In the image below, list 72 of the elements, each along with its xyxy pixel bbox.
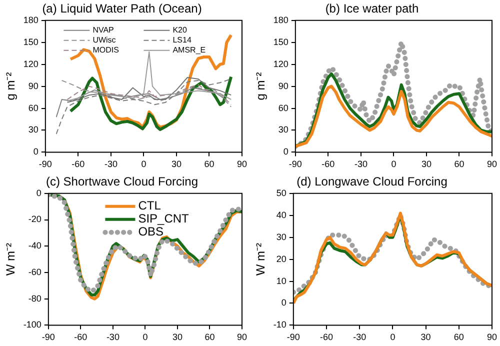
legend-label: OBS — [138, 224, 164, 239]
x-tick-label: 60 — [204, 159, 214, 170]
chart-title: (d) Longwave Cloud Forcing — [296, 174, 448, 189]
y-tick-label: 180 — [23, 14, 38, 25]
y-tick-label: 30 — [28, 124, 38, 135]
x-tick-label: -30 — [106, 332, 120, 342]
chart-title: (b) Ice water path — [325, 2, 419, 16]
legend-label: LS14 — [172, 36, 192, 45]
y-tick-label: 0 — [33, 146, 38, 157]
x-tick-label: 0 — [390, 332, 396, 342]
y-tick-label: 40 — [276, 210, 286, 220]
y-tick-label: 0 — [283, 146, 288, 157]
y-axis-title: W m⁻² — [4, 242, 18, 276]
x-tick-label: -90 — [38, 159, 52, 170]
x-tick-label: 90 — [486, 332, 497, 342]
chart-title: (a) Liquid Water Path (Ocean) — [42, 2, 202, 16]
y-tick-label: 0 — [36, 188, 42, 198]
y-tick-label: -40 — [28, 240, 42, 251]
legend-label: K20 — [172, 26, 188, 35]
x-tick-label: 30 — [171, 159, 182, 170]
x-tick-label: -60 — [320, 332, 334, 342]
y-tick-label: 90 — [28, 80, 38, 91]
y-tick-label: 120 — [23, 58, 38, 69]
y-axis-title: W m⁻² — [254, 242, 268, 276]
y-axis-title: g m⁻² — [254, 72, 268, 100]
x-tick-label: 90 — [236, 332, 247, 342]
legend-label: AMSR_E — [172, 46, 206, 55]
legend-label: NVAP — [92, 26, 114, 35]
y-tick-label: 90 — [278, 80, 288, 91]
y-tick-label: 120 — [273, 58, 288, 69]
x-tick-label: 90 — [236, 159, 247, 170]
x-tick-label: -30 — [354, 159, 368, 170]
x-tick-label: -60 — [72, 159, 85, 170]
legend-label: SIP_CNT — [138, 212, 190, 226]
x-tick-label: 0 — [142, 332, 148, 342]
x-tick-label: 30 — [172, 332, 182, 342]
x-tick-label: -30 — [353, 332, 366, 342]
legend-label: MODIS — [92, 46, 119, 55]
y-tick-label: 150 — [273, 36, 288, 47]
y-tick-label: -100 — [23, 320, 42, 330]
legend-label: CTL — [138, 198, 162, 213]
y-tick-label: -20 — [28, 214, 42, 224]
y-tick-label: 10 — [276, 276, 286, 286]
y-tick-label: 60 — [28, 102, 38, 113]
x-tick-label: -90 — [286, 332, 300, 342]
y-tick-label: -60 — [28, 266, 42, 277]
y-tick-label: 30 — [276, 232, 286, 242]
legend-label: UWisc — [92, 36, 116, 45]
y-tick-label: 20 — [276, 254, 286, 264]
y-tick-label: 30 — [278, 124, 288, 135]
y-tick-label: 50 — [276, 188, 286, 198]
x-tick-label: 30 — [421, 159, 432, 170]
x-tick-label: -30 — [104, 159, 118, 170]
chart-title: (c) Shortwave Cloud Forcing — [46, 174, 198, 189]
x-tick-label: 90 — [486, 159, 497, 170]
y-axis-title: g m⁻² — [4, 72, 18, 100]
y-tick-label: -80 — [28, 293, 42, 304]
x-tick-label: 60 — [454, 332, 464, 342]
x-tick-label: 60 — [204, 332, 215, 342]
y-tick-label: -10 — [273, 320, 286, 330]
x-tick-label: -90 — [42, 332, 55, 342]
x-tick-label: 30 — [420, 332, 431, 342]
x-tick-label: 0 — [141, 159, 146, 170]
y-tick-label: 180 — [273, 14, 288, 25]
x-tick-label: -90 — [288, 159, 302, 170]
y-tick-label: 60 — [278, 102, 288, 113]
x-tick-label: 0 — [391, 159, 396, 170]
x-tick-label: 60 — [454, 159, 464, 170]
x-tick-label: -60 — [322, 159, 335, 170]
y-tick-label: 150 — [23, 36, 38, 47]
x-tick-label: -60 — [74, 332, 88, 342]
y-tick-label: 0 — [281, 298, 286, 308]
